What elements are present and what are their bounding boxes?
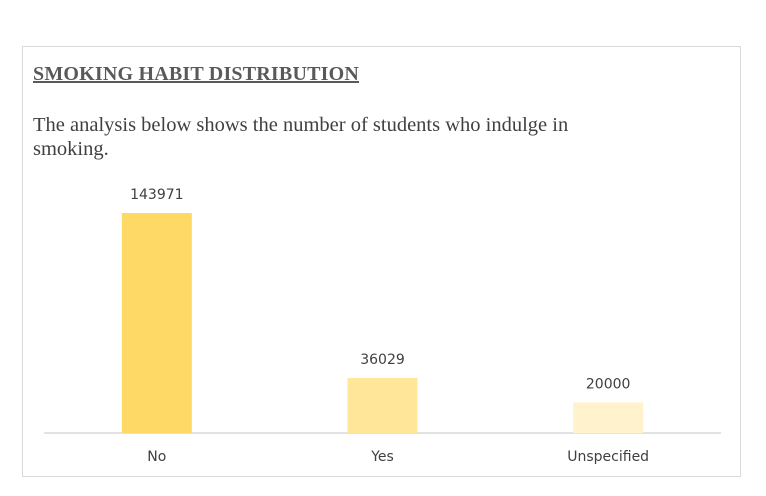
chart-card: SMOKING HABIT DISTRIBUTION The analysis … xyxy=(22,46,741,477)
chart-title: SMOKING HABIT DISTRIBUTION xyxy=(33,63,360,85)
x-tick-label-yes: Yes xyxy=(370,449,394,465)
data-label-yes: 36029 xyxy=(360,352,405,368)
data-label-unspecified: 20000 xyxy=(586,376,631,392)
bar-no xyxy=(121,213,192,433)
bar-chart: 143971 No 36029 Yes 20000 Unspecified xyxy=(44,187,721,465)
data-label-no: 143971 xyxy=(130,187,183,203)
x-tick-label-unspecified: Unspecified xyxy=(567,449,649,465)
bar-yes xyxy=(347,377,418,433)
chart-subtitle: The analysis below shows the number of s… xyxy=(33,114,569,160)
bar-unspecified xyxy=(573,402,644,433)
x-tick-label-no: No xyxy=(147,449,166,465)
